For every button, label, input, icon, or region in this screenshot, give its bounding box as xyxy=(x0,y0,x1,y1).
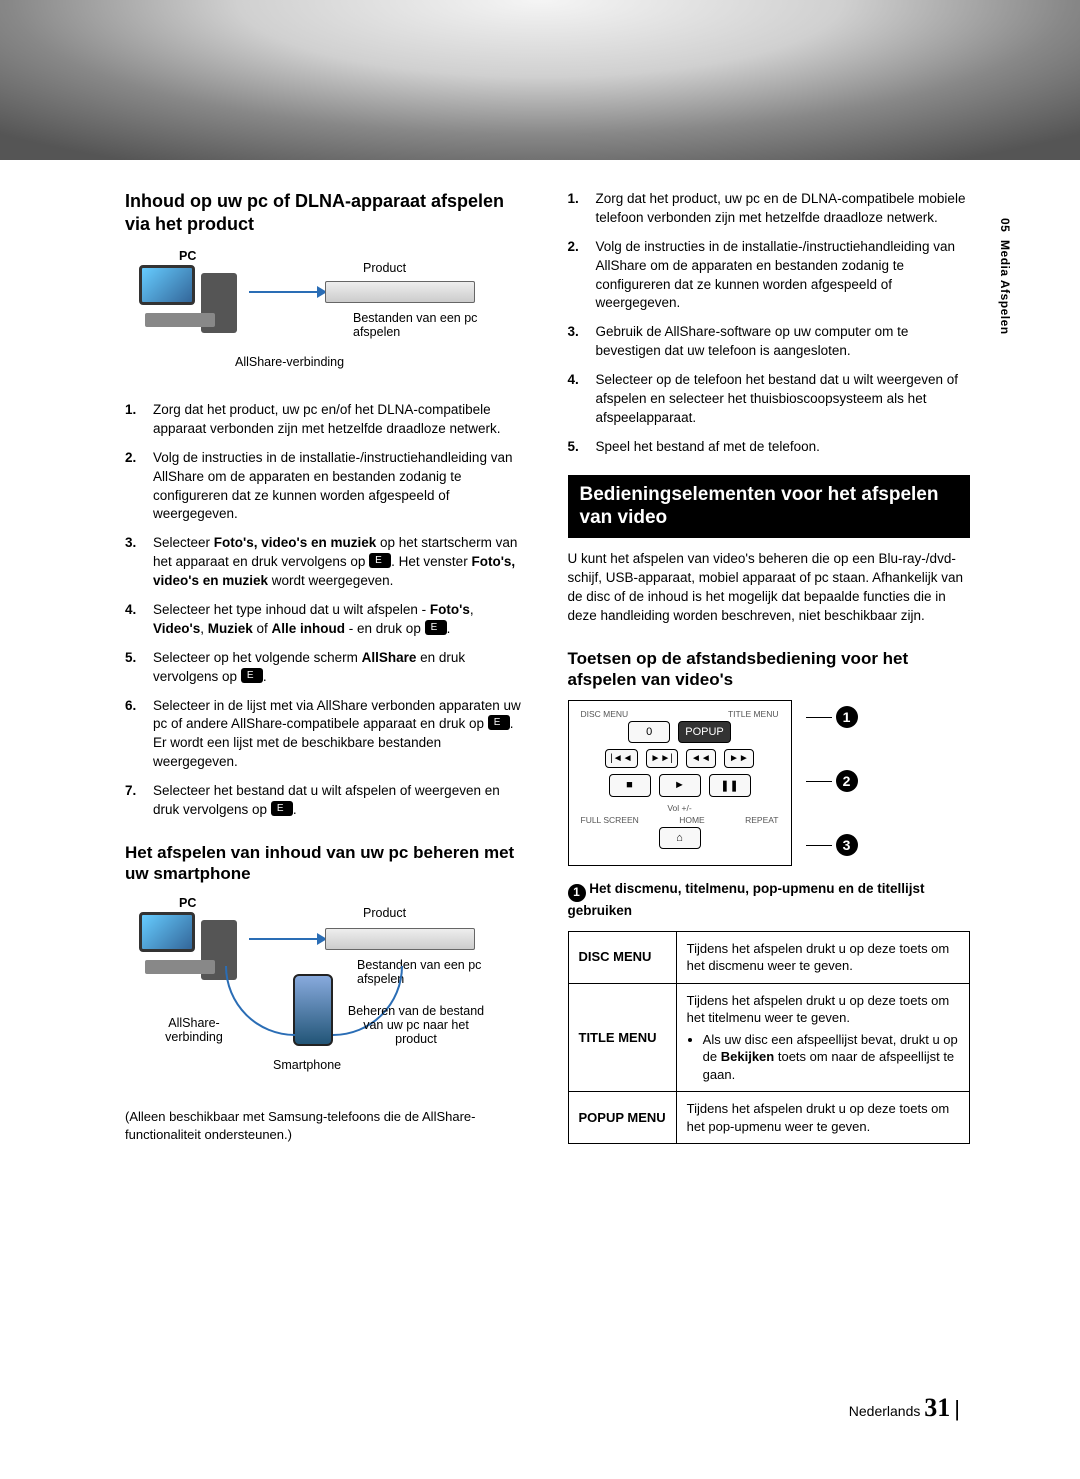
step-4: Selecteer het type inhoud dat u wilt afs… xyxy=(125,601,528,639)
rstep-5: Speel het bestand af met de telefoon. xyxy=(568,438,971,457)
remote-btn-stop: ■ xyxy=(609,774,651,797)
chapter-side-tab: 05 Media Afspelen xyxy=(998,218,1012,335)
remote-diagram: DISC MENU TITLE MENU 0 POPUP |◄◄ ►►| ◄◄ … xyxy=(568,700,971,866)
left-column: Inhoud op uw pc of DLNA-apparaat afspele… xyxy=(125,190,528,1144)
cell-key-discmenu: DISC MENU xyxy=(568,931,676,983)
section-band-video: Bedieningselementen voor het afspelen va… xyxy=(568,475,971,539)
diagram-label-product: Product xyxy=(363,261,406,275)
product-device-icon xyxy=(325,281,475,303)
cell-val-popupmenu: Tijdens het afspelen drukt u op deze toe… xyxy=(676,1092,969,1144)
remote-label-discmenu: DISC MENU xyxy=(581,709,629,719)
diagram2-label-control: Beheren van de bestand van uw pc naar he… xyxy=(341,1004,491,1046)
pc-keyboard-icon xyxy=(145,313,215,327)
callout-2: 2 xyxy=(836,770,858,792)
pc-monitor-icon xyxy=(139,912,195,952)
diagram2-label-allshare: AllShare-verbinding xyxy=(149,1016,239,1044)
diagram-label-files: Bestanden van een pc afspelen xyxy=(353,311,493,339)
pc-monitor-icon xyxy=(139,265,195,305)
step-2: Volg de instructies in de installatie-/i… xyxy=(125,449,528,525)
remote-btn-home: ⌂ xyxy=(659,827,701,849)
step-5: Selecteer op het volgende scherm AllShar… xyxy=(125,649,528,687)
remote-body: DISC MENU TITLE MENU 0 POPUP |◄◄ ►►| ◄◄ … xyxy=(568,700,792,866)
remote-btn-pause: ❚❚ xyxy=(709,774,751,797)
diagram-label-allshare: AllShare-verbinding xyxy=(235,355,344,369)
menu-buttons-table: DISC MENU Tijdens het afspelen drukt u o… xyxy=(568,931,971,1145)
step-7: Selecteer het bestand dat u wilt afspele… xyxy=(125,782,528,820)
rstep-1: Zorg dat het product, uw pc en de DLNA-c… xyxy=(568,190,971,228)
remote-btn-play: ► xyxy=(659,774,701,797)
remote-btn-next: ►►| xyxy=(646,749,678,768)
diagram2-label-product: Product xyxy=(363,906,406,920)
heading-smartphone: Het afspelen van inhoud van uw pc behere… xyxy=(125,842,528,885)
video-intro: U kunt het afspelen van video's beheren … xyxy=(568,550,971,626)
table-row-discmenu: DISC MENU Tijdens het afspelen drukt u o… xyxy=(568,931,970,983)
callout-1: 1 xyxy=(836,706,858,728)
diagram2-label-phone: Smartphone xyxy=(273,1058,341,1072)
page-footer: Nederlands 31| xyxy=(849,1393,960,1423)
diagram-label-pc: PC xyxy=(179,249,196,263)
diagram2-label-pc: PC xyxy=(179,896,196,910)
arrow-icon xyxy=(249,938,319,940)
rstep-3: Gebruik de AllShare-software op uw compu… xyxy=(568,323,971,361)
pc-keyboard-icon xyxy=(145,960,215,974)
table-row-titlemenu: TITLE MENU Tijdens het afspelen drukt u … xyxy=(568,983,970,1092)
table-row-popupmenu: POPUP MENU Tijdens het afspelen drukt u … xyxy=(568,1092,970,1144)
remote-btn-zero: 0 xyxy=(628,721,670,743)
enter-icon xyxy=(369,553,391,568)
heading-remote: Toetsen op de afstandsbediening voor het… xyxy=(568,648,971,691)
enter-icon xyxy=(425,620,447,635)
enter-icon xyxy=(271,801,293,816)
remote-btn-rew: ◄◄ xyxy=(686,749,716,768)
enter-icon xyxy=(488,715,510,730)
remote-label-titlemenu: TITLE MENU xyxy=(728,709,779,719)
steps-list-dlna: Zorg dat het product, uw pc en/of het DL… xyxy=(125,401,528,820)
step-1: Zorg dat het product, uw pc en/of het DL… xyxy=(125,401,528,439)
arrow-icon xyxy=(249,291,319,293)
diagram-pc-phone-product: PC Product Bestanden van een pc afspelen… xyxy=(125,894,528,1094)
rstep-4: Selecteer op de telefoon het bestand dat… xyxy=(568,371,971,428)
remote-label-fullscreen: FULL SCREEN xyxy=(581,815,639,825)
page-header-gradient xyxy=(0,0,1080,160)
remote-btn-prev: |◄◄ xyxy=(605,749,637,768)
heading-dlna: Inhoud op uw pc of DLNA-apparaat afspele… xyxy=(125,190,528,235)
step-6: Selecteer in de lijst met via AllShare v… xyxy=(125,697,528,773)
cell-key-titlemenu: TITLE MENU xyxy=(568,983,676,1092)
chapter-number: 05 xyxy=(998,218,1012,232)
cell-key-popupmenu: POPUP MENU xyxy=(568,1092,676,1144)
step-3: Selecteer Foto's, video's en muziek op h… xyxy=(125,534,528,591)
footer-page-number: 31 xyxy=(924,1393,950,1422)
cell-val-titlemenu: Tijdens het afspelen drukt u op deze toe… xyxy=(676,983,969,1092)
callout-3: 3 xyxy=(836,834,858,856)
steps-list-phone: Zorg dat het product, uw pc en de DLNA-c… xyxy=(568,190,971,457)
enter-icon xyxy=(241,668,263,683)
product-device-icon xyxy=(325,928,475,950)
remote-callouts: 1 2 3 xyxy=(806,700,858,856)
footer-lang: Nederlands xyxy=(849,1403,921,1419)
cell-val-discmenu: Tijdens het afspelen drukt u op deze toe… xyxy=(676,931,969,983)
callout-1-desc: 1 Het discmenu, titelmenu, pop-upmenu en… xyxy=(568,880,971,920)
smartphone-note: (Alleen beschikbaar met Samsung-telefoon… xyxy=(125,1108,528,1143)
remote-label-home: HOME xyxy=(679,815,705,825)
diagram-pc-product: PC Product Bestanden van een pc afspelen… xyxy=(125,247,528,387)
right-column: Zorg dat het product, uw pc en de DLNA-c… xyxy=(568,190,971,1144)
rstep-2: Volg de instructies in de installatie-/i… xyxy=(568,238,971,314)
smartphone-icon xyxy=(293,974,333,1046)
chapter-title: Media Afspelen xyxy=(998,240,1012,335)
remote-btn-fwd: ►► xyxy=(724,749,754,768)
remote-btn-popup: POPUP xyxy=(678,721,731,743)
remote-label-repeat: REPEAT xyxy=(745,815,778,825)
remote-label-vol: Vol +/- xyxy=(667,803,691,813)
